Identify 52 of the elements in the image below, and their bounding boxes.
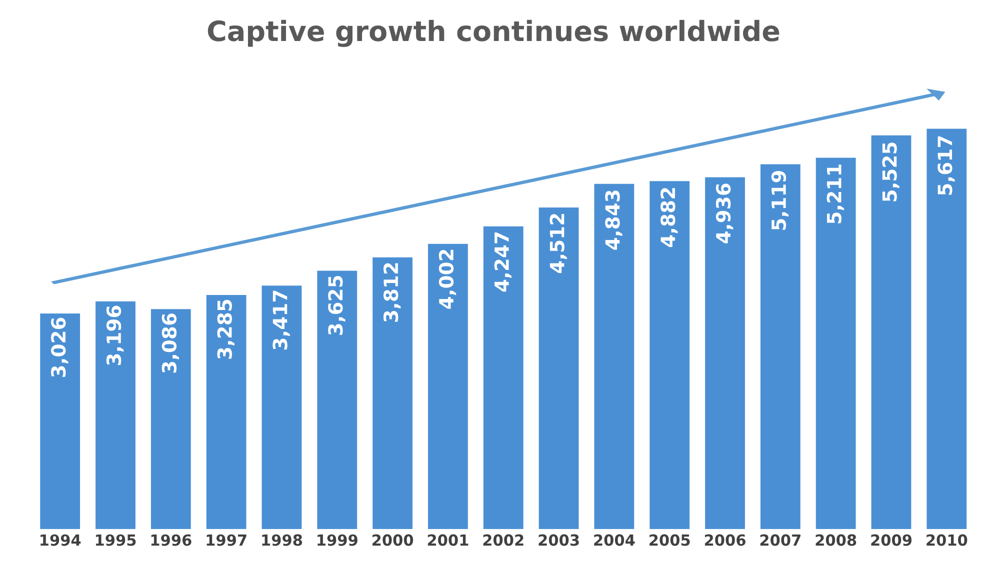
bar: [871, 135, 912, 530]
bar: [594, 184, 634, 530]
data-label: 4,843: [605, 190, 622, 250]
bar: [483, 226, 524, 530]
data-label: 3,285: [217, 300, 234, 359]
data-label: 5,211: [826, 164, 844, 224]
data-label: 3,086: [162, 314, 180, 373]
data-label: 5,617: [938, 136, 955, 195]
x-tick-label: 2008: [816, 534, 856, 546]
bar: [150, 309, 191, 530]
bar: [538, 208, 579, 530]
data-label: 3,026: [51, 318, 68, 377]
data-label: 4,882: [660, 188, 678, 248]
data-label: 3,625: [328, 276, 346, 335]
data-label: 4,512: [550, 214, 567, 273]
bar: [96, 301, 136, 530]
bar: [206, 295, 246, 530]
x-tick-label: 2003: [538, 534, 579, 546]
bar: [317, 270, 358, 530]
bar: [816, 158, 856, 530]
x-tick-label: 2007: [760, 534, 800, 546]
bar: [262, 286, 302, 530]
bar: [428, 244, 468, 530]
bar: [372, 257, 412, 530]
data-label: 5,119: [771, 170, 789, 230]
data-label: 3,196: [106, 306, 124, 365]
x-tick-label: 1995: [96, 534, 136, 546]
bar: [926, 128, 967, 530]
x-tick-label: 2000: [372, 534, 414, 546]
x-tick-label: 2005: [650, 534, 690, 546]
chart-title: Captive growth continues worldwide: [208, 20, 780, 48]
x-tick-label: 2006: [704, 534, 746, 546]
x-tick-label: 1994: [40, 534, 81, 546]
data-label: 3,417: [272, 290, 290, 350]
x-tick-label: 1996: [151, 534, 192, 546]
data-label: 3,812: [383, 263, 401, 322]
x-tick-label: 2001: [428, 534, 468, 546]
x-tick-label: 2010: [926, 534, 968, 546]
bar: [705, 177, 745, 530]
bar: [40, 313, 80, 530]
x-tick-label: 1997: [206, 534, 246, 546]
data-label: 4,247: [494, 232, 512, 292]
x-tick-label: 2009: [871, 534, 912, 546]
x-tick-label: 1999: [318, 534, 358, 546]
x-tick-label: 1998: [262, 534, 302, 546]
bar: [650, 181, 690, 530]
data-label: 5,525: [882, 142, 900, 202]
x-tick-label: 2004: [594, 534, 635, 546]
data-label: 4,002: [438, 250, 456, 309]
bar: [760, 164, 800, 530]
data-label: 4,936: [716, 184, 734, 244]
x-tick-label: 2002: [483, 534, 524, 546]
